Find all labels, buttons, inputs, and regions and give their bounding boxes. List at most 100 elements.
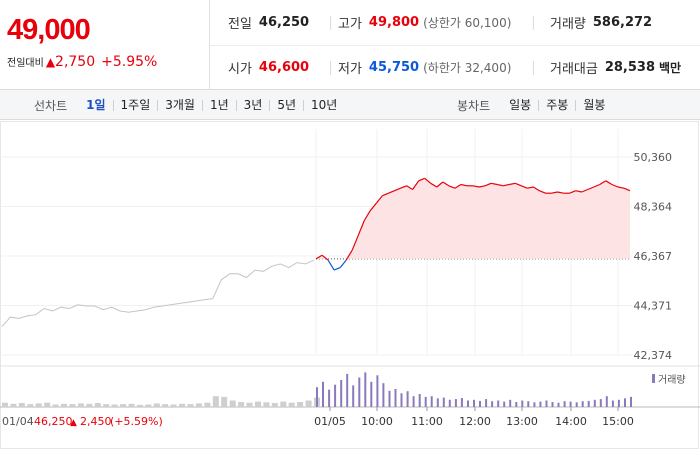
candle-tab[interactable]: 월봉 xyxy=(575,99,612,111)
period-tab[interactable]: 5년 xyxy=(269,99,303,111)
volume-bar-prev xyxy=(238,402,245,407)
today-line-segment xyxy=(587,186,595,191)
today-line-segment xyxy=(454,183,462,189)
volume-bar-prev xyxy=(61,403,67,407)
volume-bar-today xyxy=(479,400,481,407)
period-tab[interactable]: 10년 xyxy=(303,99,344,111)
x-tick-label: 15:00 xyxy=(602,415,634,428)
volume-bar-prev xyxy=(288,402,295,407)
volume-bar-today xyxy=(563,401,566,407)
volume-bar-prev xyxy=(212,396,219,407)
today-line-segment xyxy=(339,259,347,268)
volume-bar-prev xyxy=(305,400,312,407)
price-change: 전일대비 ▲2,750 +5.95% xyxy=(7,54,157,70)
volume-bar-prev xyxy=(52,404,59,407)
volume-bar-prev xyxy=(18,403,25,407)
candle-tab[interactable]: 주봉 xyxy=(538,99,575,111)
volume-bar-today xyxy=(467,400,469,407)
price-summary: 49,000 전일대비 ▲2,750 +5.95% xyxy=(0,0,210,90)
volume-bar-prev xyxy=(27,404,34,407)
stat-value: 46,250 xyxy=(258,15,310,30)
volume-bar-today xyxy=(617,399,620,407)
volume-bar-prev xyxy=(187,404,194,407)
today-line-segment xyxy=(569,190,576,194)
y-tick-label: 44,371 xyxy=(634,300,673,313)
today-line-segment xyxy=(345,249,353,261)
volume-bar-prev xyxy=(246,402,253,407)
volume-bar-prev xyxy=(136,404,143,407)
today-line-segment xyxy=(557,191,564,194)
candle-chart-tabs: 봉차트 일봉 주봉 월봉 xyxy=(457,90,612,120)
quote-header: 49,000 전일대비 ▲2,750 +5.95% 전일 46,250 고가 49,… xyxy=(0,0,700,90)
divider xyxy=(330,16,331,30)
y-tick-label: 42,374 xyxy=(634,349,673,362)
today-line-segment xyxy=(406,185,413,191)
volume-bar-today xyxy=(497,400,500,407)
volume-bar-today xyxy=(545,400,548,407)
volume-bar-today xyxy=(624,398,626,407)
period-tab[interactable]: 3년 xyxy=(235,99,270,111)
volume-bar-today xyxy=(593,399,596,407)
today-line-segment xyxy=(357,220,365,236)
volume-bar-prev xyxy=(44,402,51,407)
period-tab[interactable]: 1주일 xyxy=(112,99,158,111)
y-tick-label: 50,360 xyxy=(634,151,673,164)
volume-bar-prev xyxy=(221,396,228,407)
today-line-segment xyxy=(430,182,438,188)
stat-value: 46,600 xyxy=(258,60,310,75)
volume-bar-today xyxy=(509,399,512,407)
volume-bar-today xyxy=(587,400,590,407)
lower-limit: (하한가 32,400) xyxy=(423,61,512,75)
volume-bar-today xyxy=(370,381,373,407)
prev-day-up-arrow-icon: ▲ xyxy=(70,418,77,428)
today-line-segment xyxy=(599,180,607,186)
stat-label: 전일 xyxy=(228,17,252,32)
line-chart-tabs: 선차트 1일 1주일 3개월 1년 3년 5년 10년 xyxy=(34,90,344,120)
prev-day-close: 46,250 xyxy=(34,415,73,428)
today-line-segment xyxy=(490,182,498,186)
volume-bar-today xyxy=(630,396,632,407)
volume-bar-today xyxy=(328,389,331,407)
today-line-segment xyxy=(478,185,486,188)
period-tab[interactable]: 1년 xyxy=(201,99,236,111)
today-line-segment xyxy=(375,195,383,204)
volume-bar-today xyxy=(352,385,355,407)
volume-bar-prev xyxy=(2,402,8,407)
volume-bar-today xyxy=(557,402,560,407)
volume-bar-today xyxy=(430,396,433,407)
volume-bar-today xyxy=(569,401,572,407)
today-line-segment xyxy=(418,177,425,182)
volume-bar-today xyxy=(575,402,578,407)
volume-bar-prev xyxy=(77,403,84,407)
today-line-segment xyxy=(611,183,619,188)
x-tick-label: 14:00 xyxy=(555,415,587,428)
volume-bar-prev xyxy=(195,403,202,407)
volume-bar-today xyxy=(334,384,337,407)
volume-bar-prev xyxy=(271,403,278,407)
period-tab[interactable]: 1일 xyxy=(86,97,106,112)
stat-open: 시가 46,600 xyxy=(228,45,309,90)
volume-bar-today xyxy=(436,398,439,407)
period-tab[interactable]: 3개월 xyxy=(157,99,202,111)
today-line-segment xyxy=(484,182,492,187)
today-line-segment xyxy=(388,190,395,194)
volume-bar-today xyxy=(491,401,494,407)
volume-bar-today xyxy=(364,372,367,407)
today-line-segment xyxy=(605,180,613,186)
volume-bar-today xyxy=(551,402,554,407)
stat-high: 고가 49,800 (상한가 60,100) xyxy=(338,0,511,45)
volume-bar-today xyxy=(394,389,397,407)
volume-bar-today xyxy=(388,390,391,407)
volume-bar-today xyxy=(539,401,542,407)
up-arrow-icon: ▲ xyxy=(45,55,56,69)
volume-bar-prev xyxy=(128,403,135,407)
candle-tab[interactable]: 일봉 xyxy=(509,97,532,112)
volume-bar-prev xyxy=(204,402,211,407)
today-line-segment xyxy=(412,180,420,190)
current-price: 49,000 xyxy=(7,14,91,46)
change-label: 전일대비 xyxy=(7,58,44,69)
volume-bar-prev xyxy=(162,404,169,407)
prev-day-change: 2,450 xyxy=(80,415,112,428)
today-line-segment xyxy=(369,202,377,211)
volume-bar-today xyxy=(442,397,445,407)
